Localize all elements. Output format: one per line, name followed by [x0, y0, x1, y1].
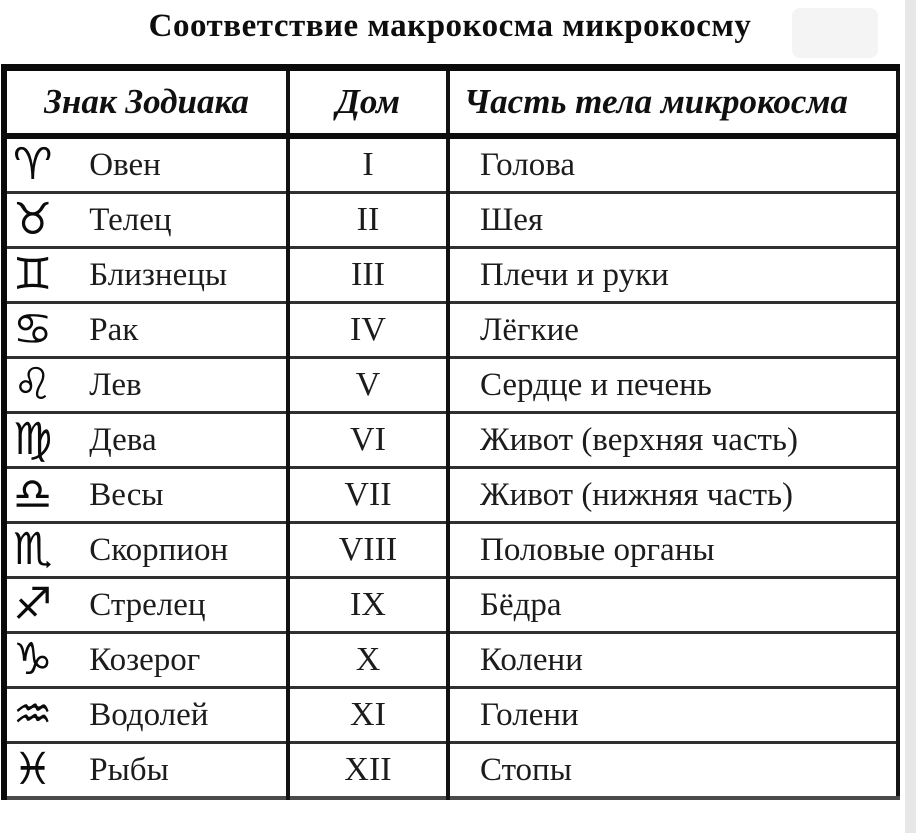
house-number: IX: [286, 576, 448, 633]
scorpio-icon: ♏: [13, 524, 53, 575]
house-number: XI: [286, 686, 448, 743]
house-number: II: [286, 191, 448, 248]
table-row: ♑ Козерог X Колени: [4, 631, 898, 688]
zodiac-sign-cell: ♋ Рак: [4, 301, 288, 358]
page-edge-strip: [905, 0, 916, 833]
zodiac-sign-cell: ♊ Близнецы: [4, 246, 288, 303]
body-part: Половые органы: [446, 521, 898, 578]
body-part: Сердце и печень: [446, 356, 898, 413]
zodiac-sign-cell: ♐ Стрелец: [4, 576, 288, 633]
body-part: Лёгкие: [446, 301, 898, 358]
body-part: Голени: [446, 686, 898, 743]
zodiac-name: Близнецы: [89, 256, 228, 293]
faded-watermark: [792, 8, 878, 58]
table-row: ♊ Близнецы III Плечи и руки: [4, 246, 898, 303]
pisces-icon: ♓: [13, 744, 53, 795]
body-part: Плечи и руки: [446, 246, 898, 303]
aquarius-icon: ♒: [13, 689, 53, 740]
header-row: Знак Зодиака Дом Часть тела микрокосма: [4, 67, 898, 139]
zodiac-sign-cell: ♎ Весы: [4, 466, 288, 523]
body-part: Бёдра: [446, 576, 898, 633]
table-row: ♐ Стрелец IX Бёдра: [4, 576, 898, 633]
house-number: I: [286, 134, 448, 193]
table-row: ♎ Весы VII Живот (нижняя часть): [4, 466, 898, 523]
table-row: ♈ Овен I Голова: [4, 134, 898, 193]
page-title: Соответствие макрокосма микрокосму: [148, 8, 752, 44]
zodiac-name: Весы: [89, 476, 164, 513]
table-row: ♌ Лев V Сердце и печень: [4, 356, 898, 413]
zodiac-sign-cell: ♌ Лев: [4, 356, 288, 413]
house-number: XII: [286, 741, 448, 798]
body-part: Живот (нижняя часть): [446, 466, 898, 523]
table-row: ♍ Дева VI Живот (верхняя часть): [4, 411, 898, 468]
zodiac-name: Рак: [89, 311, 139, 348]
zodiac-sign-cell: ♉ Телец: [4, 191, 288, 248]
house-number: VI: [286, 411, 448, 468]
correspondence-table: Знак Зодиака Дом Часть тела микрокосма ♈…: [1, 64, 900, 800]
virgo-icon: ♍: [13, 414, 53, 465]
table-row: ♓ Рыбы XII Стопы: [4, 741, 898, 798]
zodiac-name: Рыбы: [89, 751, 169, 788]
zodiac-name: Водолей: [89, 696, 209, 733]
body-part: Голова: [446, 134, 898, 193]
zodiac-name: Дева: [89, 421, 157, 458]
zodiac-sign-cell: ♒ Водолей: [4, 686, 288, 743]
house-number: VIII: [286, 521, 448, 578]
zodiac-sign-cell: ♍ Дева: [4, 411, 288, 468]
zodiac-name: Козерог: [89, 641, 201, 678]
table-row: ♒ Водолей XI Голени: [4, 686, 898, 743]
column-header-body-part: Часть тела микрокосма: [446, 67, 898, 139]
zodiac-sign-cell: ♏ Скорпион: [4, 521, 288, 578]
taurus-icon: ♉: [13, 194, 53, 245]
zodiac-name: Скорпион: [89, 531, 229, 568]
table-row: ♋ Рак IV Лёгкие: [4, 301, 898, 358]
zodiac-name: Телец: [89, 201, 172, 238]
body-part: Шея: [446, 191, 898, 248]
column-header-house: Дом: [286, 67, 448, 139]
zodiac-sign-cell: ♑ Козерог: [4, 631, 288, 688]
table-row: ♉ Телец II Шея: [4, 191, 898, 248]
gemini-icon: ♊: [13, 249, 53, 300]
body-part: Колени: [446, 631, 898, 688]
house-number: V: [286, 356, 448, 413]
sagittarius-icon: ♐: [13, 579, 53, 630]
body-part: Стопы: [446, 741, 898, 798]
column-header-zodiac-sign: Знак Зодиака: [4, 67, 288, 139]
zodiac-name: Стрелец: [89, 586, 206, 623]
house-number: IV: [286, 301, 448, 358]
cancer-icon: ♋: [13, 304, 53, 355]
house-number: VII: [286, 466, 448, 523]
zodiac-sign-cell: ♈ Овен: [4, 134, 288, 193]
zodiac-sign-cell: ♓ Рыбы: [4, 741, 288, 798]
aries-icon: ♈: [13, 139, 53, 190]
zodiac-name: Лев: [89, 366, 142, 403]
leo-icon: ♌: [13, 359, 53, 410]
capricorn-icon: ♑: [13, 634, 53, 685]
table-row: ♏ Скорпион VIII Половые органы: [4, 521, 898, 578]
zodiac-name: Овен: [89, 146, 161, 183]
libra-icon: ♎: [13, 469, 53, 520]
house-number: III: [286, 246, 448, 303]
house-number: X: [286, 631, 448, 688]
body-part: Живот (верхняя часть): [446, 411, 898, 468]
